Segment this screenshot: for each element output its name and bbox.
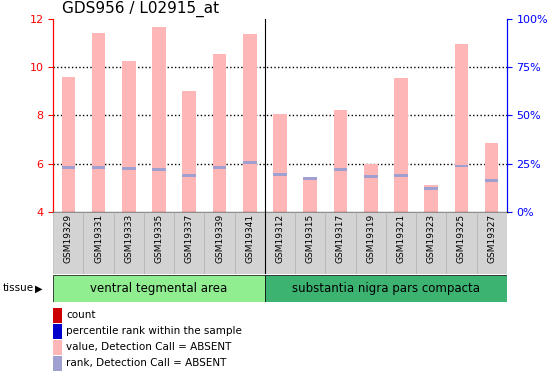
- Text: GSM19325: GSM19325: [457, 214, 466, 263]
- Bar: [122, 167, 136, 170]
- Text: tissue: tissue: [3, 284, 34, 293]
- Bar: [273, 114, 287, 212]
- Bar: [243, 161, 256, 164]
- Bar: [334, 111, 347, 212]
- Bar: [122, 61, 136, 212]
- Bar: [273, 173, 287, 176]
- Text: value, Detection Call = ABSENT: value, Detection Call = ABSENT: [66, 342, 231, 352]
- Bar: [213, 166, 226, 169]
- Bar: [446, 212, 477, 274]
- Bar: [53, 324, 62, 339]
- Bar: [53, 356, 62, 371]
- Text: GSM19339: GSM19339: [215, 214, 224, 263]
- Text: GSM19331: GSM19331: [94, 214, 103, 263]
- Bar: [304, 177, 317, 180]
- Text: GSM19337: GSM19337: [185, 214, 194, 263]
- Bar: [364, 176, 377, 178]
- Text: GSM19327: GSM19327: [487, 214, 496, 263]
- Bar: [424, 185, 438, 212]
- Bar: [53, 308, 62, 323]
- Bar: [394, 174, 408, 177]
- Bar: [386, 212, 416, 274]
- Text: count: count: [66, 310, 96, 321]
- Bar: [455, 44, 468, 212]
- Bar: [364, 164, 377, 212]
- Bar: [114, 212, 144, 274]
- Bar: [152, 27, 166, 212]
- Bar: [235, 212, 265, 274]
- Bar: [144, 212, 174, 274]
- Text: GSM19319: GSM19319: [366, 214, 375, 263]
- Bar: [204, 212, 235, 274]
- Bar: [477, 212, 507, 274]
- Text: GSM19321: GSM19321: [396, 214, 405, 263]
- Bar: [62, 166, 75, 169]
- Bar: [53, 212, 83, 274]
- Bar: [243, 34, 256, 212]
- Bar: [152, 168, 166, 171]
- Bar: [62, 77, 75, 212]
- Text: ventral tegmental area: ventral tegmental area: [90, 282, 228, 295]
- Text: GDS956 / L02915_at: GDS956 / L02915_at: [62, 1, 220, 17]
- Text: GSM19323: GSM19323: [427, 214, 436, 263]
- Bar: [485, 179, 498, 182]
- Bar: [213, 54, 226, 212]
- Text: ▶: ▶: [35, 284, 43, 293]
- Bar: [53, 275, 265, 302]
- Text: GSM19312: GSM19312: [276, 214, 284, 263]
- Text: GSM19329: GSM19329: [64, 214, 73, 263]
- Bar: [83, 212, 114, 274]
- Bar: [295, 212, 325, 274]
- Text: GSM19335: GSM19335: [155, 214, 164, 263]
- Bar: [53, 340, 62, 355]
- Bar: [183, 91, 196, 212]
- Bar: [183, 174, 196, 177]
- Text: substantia nigra pars compacta: substantia nigra pars compacta: [292, 282, 480, 295]
- Bar: [174, 212, 204, 274]
- Bar: [265, 212, 295, 274]
- Bar: [485, 143, 498, 212]
- Bar: [356, 212, 386, 274]
- Bar: [394, 78, 408, 212]
- Text: GSM19317: GSM19317: [336, 214, 345, 263]
- Bar: [424, 188, 438, 190]
- Bar: [92, 33, 105, 212]
- Bar: [416, 212, 446, 274]
- Bar: [92, 166, 105, 169]
- Bar: [325, 212, 356, 274]
- Text: GSM19333: GSM19333: [124, 214, 133, 263]
- Text: GSM19315: GSM19315: [306, 214, 315, 263]
- Bar: [455, 165, 468, 168]
- Text: rank, Detection Call = ABSENT: rank, Detection Call = ABSENT: [66, 358, 226, 368]
- Bar: [265, 275, 507, 302]
- Text: GSM19341: GSM19341: [245, 214, 254, 263]
- Text: percentile rank within the sample: percentile rank within the sample: [66, 326, 242, 336]
- Bar: [304, 179, 317, 212]
- Bar: [334, 168, 347, 171]
